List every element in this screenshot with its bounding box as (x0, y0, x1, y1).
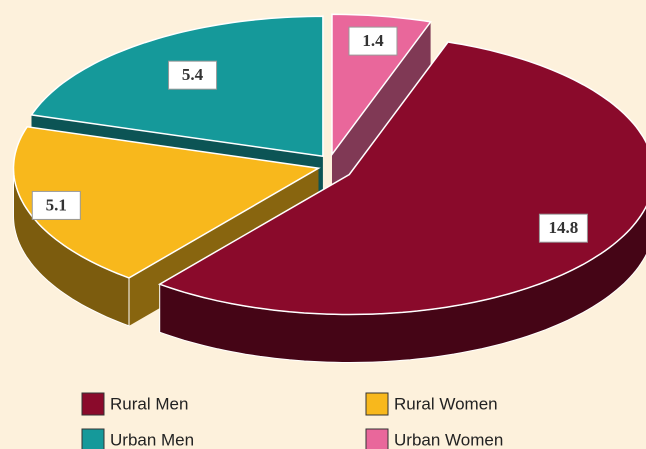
data-label-box (168, 60, 218, 90)
data-label-box (31, 190, 81, 220)
legend-swatch (81, 392, 105, 416)
legend-swatch (81, 428, 105, 449)
legend-label: Rural Women (394, 394, 498, 413)
data-label: 5.1 (46, 195, 67, 214)
data-label: 1.4 (362, 31, 384, 50)
legend-label: Rural Men (110, 394, 188, 413)
legend-swatch (365, 392, 389, 416)
slice (157, 41, 646, 363)
data-label: 5.4 (182, 65, 204, 84)
data-label-box (348, 26, 398, 56)
data-label-box (538, 213, 588, 243)
slice-top (12, 125, 321, 279)
data-label: 14.8 (549, 218, 579, 237)
legend-label: Urban Women (394, 430, 503, 449)
slice-top (157, 41, 646, 316)
legend-label: Urban Men (110, 430, 194, 449)
slice-wall (332, 21, 431, 203)
legend-swatch (365, 428, 389, 449)
